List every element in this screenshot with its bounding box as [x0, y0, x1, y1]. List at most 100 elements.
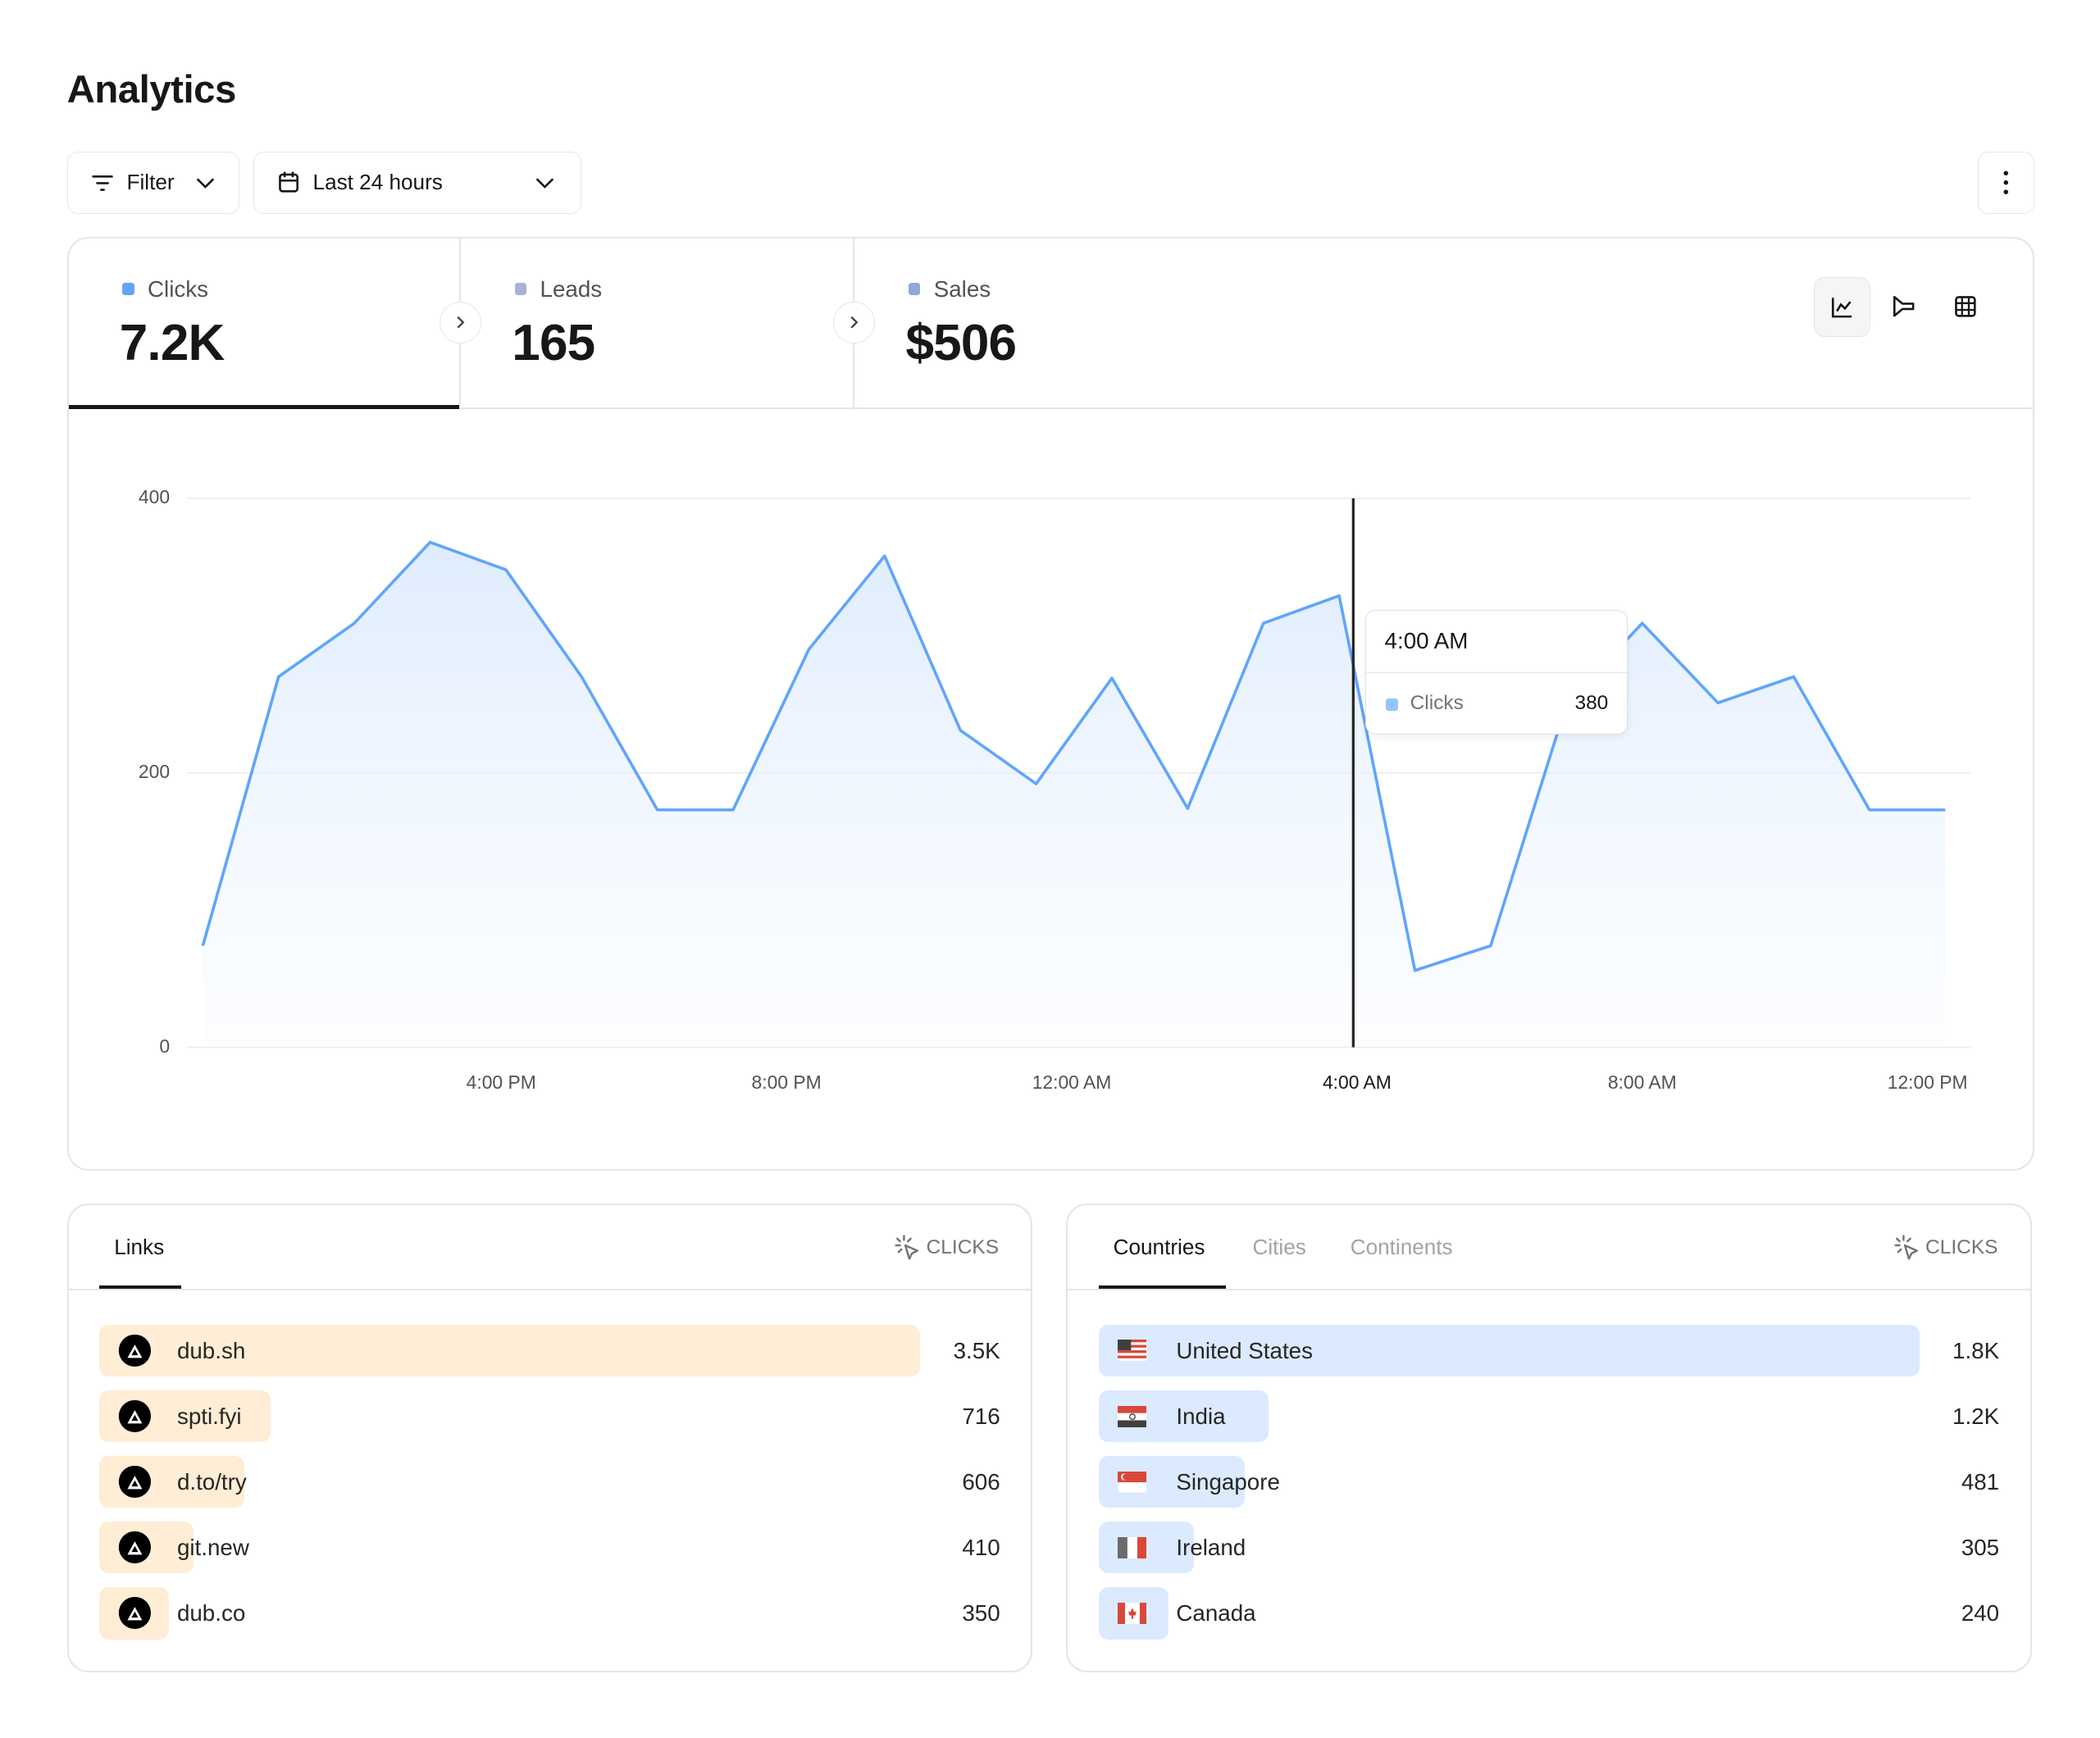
- tab-cities[interactable]: Cities: [1252, 1235, 1306, 1260]
- area-fill: [202, 542, 1945, 1048]
- links-panel: Links CLICKS dub.sh 3.5K spti.fyi 716 d.to/t…: [66, 1203, 1033, 1672]
- list-item[interactable]: spti.fyi 716: [99, 1390, 1000, 1443]
- metric-label-text: Leads: [540, 275, 603, 302]
- active-tab-indicator: [99, 1285, 181, 1290]
- link-favicon-icon: [118, 1399, 152, 1433]
- flag-ca-icon: [1117, 1602, 1147, 1624]
- date-range-label: Last 24 hours: [312, 170, 443, 195]
- item-label: d.to/try: [176, 1469, 247, 1495]
- tooltip-divider: [1365, 671, 1628, 673]
- line-chart-view-button[interactable]: [1813, 277, 1870, 337]
- tooltip-series-swatch: [1386, 698, 1398, 711]
- list-item[interactable]: dub.co 350: [99, 1586, 1000, 1640]
- item-value: 716: [962, 1404, 1000, 1430]
- metric-label: CLICKS: [926, 1235, 1000, 1258]
- metric-value: $506: [905, 314, 1017, 371]
- list-item[interactable]: Canada 240: [1098, 1586, 2000, 1640]
- metric-tab-clicks[interactable]: Clicks 7.2K: [68, 239, 462, 409]
- item-value: 410: [962, 1535, 1000, 1561]
- filter-label: Filter: [126, 170, 175, 195]
- item-value: 240: [1961, 1600, 2000, 1627]
- metric-tab-leads[interactable]: Leads 165: [461, 239, 855, 407]
- active-tab-indicator: [1098, 1285, 1226, 1290]
- metric-value: 165: [512, 314, 595, 371]
- list-item[interactable]: d.to/try 606: [99, 1455, 1000, 1508]
- item-value: 1.8K: [1952, 1338, 2000, 1364]
- panel-divider: [1068, 1288, 2030, 1291]
- list-item[interactable]: git.new 410: [99, 1521, 1000, 1574]
- filter-icon: [92, 175, 113, 191]
- metric-label: CLICKS: [1925, 1235, 1998, 1258]
- list-item[interactable]: dub.sh 3.5K: [99, 1324, 1000, 1377]
- tab-countries[interactable]: Countries: [1113, 1235, 1205, 1260]
- cursor-click-icon: [895, 1235, 919, 1260]
- item-label: dub.sh: [176, 1338, 246, 1364]
- more-vertical-icon: [2003, 171, 2009, 195]
- item-label: Ireland: [1176, 1535, 1246, 1561]
- list-item[interactable]: Singapore 481: [1098, 1455, 2000, 1508]
- chevron-down-icon: [535, 178, 553, 189]
- flag-ie-icon: [1117, 1536, 1147, 1558]
- chart-tooltip: 4:00 AM Clicks 380: [1364, 609, 1629, 735]
- value-bar: [1098, 1324, 1920, 1377]
- date-range-select[interactable]: Last 24 hours: [253, 151, 581, 215]
- metric-label: Sales: [908, 275, 991, 303]
- item-label: United States: [1176, 1338, 1313, 1364]
- item-label: git.new: [176, 1535, 249, 1561]
- flag-in-icon: [1117, 1405, 1147, 1427]
- y-tick-label: 200: [138, 761, 171, 783]
- filter-button[interactable]: Filter: [66, 151, 240, 215]
- link-favicon-icon: [118, 1465, 152, 1499]
- tab-links[interactable]: Links: [114, 1235, 165, 1260]
- active-metric-indicator: [68, 404, 460, 409]
- tab-continents[interactable]: Continents: [1350, 1235, 1453, 1260]
- tooltip-value: 380: [1574, 692, 1609, 715]
- x-tick-label: 4:00 PM: [466, 1071, 536, 1093]
- cursor-click-icon: [1894, 1235, 1918, 1260]
- chevron-down-icon: [197, 178, 215, 189]
- next-metric-button[interactable]: [440, 301, 482, 344]
- x-tick-label: 8:00 AM: [1607, 1071, 1677, 1093]
- item-label: spti.fyi: [176, 1404, 242, 1430]
- item-value: 305: [1961, 1535, 2000, 1561]
- item-value: 1.2K: [1952, 1404, 2000, 1430]
- line-chart-icon: [1831, 298, 1852, 318]
- item-label: India: [1176, 1404, 1226, 1430]
- flag-sg-icon: [1117, 1471, 1147, 1493]
- item-value: 606: [962, 1469, 1000, 1495]
- metric-label-text: Sales: [933, 275, 991, 302]
- item-value: 3.5K: [953, 1338, 1000, 1364]
- metric-value: 7.2K: [119, 314, 225, 371]
- next-metric-button[interactable]: [833, 301, 876, 344]
- x-tick-label: 12:00 AM: [1032, 1071, 1112, 1093]
- funnel-icon: [1893, 295, 1915, 317]
- panel-divider: [68, 1288, 1032, 1291]
- geo-panel: Countries Cities Continents CLICKS Unite…: [1066, 1203, 2032, 1672]
- metric-tab-sales[interactable]: Sales $506: [854, 239, 1256, 407]
- list-item[interactable]: India 1.2K: [1098, 1390, 2000, 1443]
- list-item[interactable]: Ireland 305: [1098, 1521, 2000, 1574]
- clicks-area-chart[interactable]: [69, 239, 2034, 1170]
- tooltip-series-label: Clicks: [1410, 692, 1464, 715]
- link-favicon-icon: [118, 1531, 152, 1564]
- item-value: 350: [962, 1600, 1000, 1627]
- tooltip-title: 4:00 AM: [1384, 627, 1469, 653]
- metric-label: Clicks: [121, 275, 208, 303]
- x-tick-label: 4:00 AM: [1322, 1071, 1392, 1093]
- page-title: Analytics: [66, 67, 237, 111]
- metric-swatch: [514, 283, 527, 296]
- calendar-icon: [279, 172, 299, 193]
- analytics-chart-card: Clicks 7.2K Leads 165 Sales $506 0 200 400 4:00…: [66, 237, 2034, 1171]
- more-options-button[interactable]: [1978, 151, 2034, 215]
- table-view-button[interactable]: [1938, 277, 1993, 334]
- metric-label-text: Clicks: [148, 275, 208, 302]
- y-tick-label: 0: [159, 1035, 171, 1057]
- item-value: 481: [1961, 1469, 2000, 1495]
- flag-us-icon: [1117, 1340, 1147, 1362]
- list-item[interactable]: United States 1.8K: [1098, 1324, 2000, 1377]
- chevron-right-icon: [850, 316, 859, 329]
- link-favicon-icon: [118, 1334, 152, 1367]
- chevron-right-icon: [457, 316, 465, 329]
- funnel-view-button[interactable]: [1877, 277, 1932, 334]
- x-tick-label: 12:00 PM: [1887, 1071, 1968, 1093]
